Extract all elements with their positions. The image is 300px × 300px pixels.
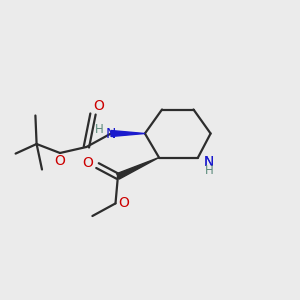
Text: H: H xyxy=(204,164,213,177)
Text: O: O xyxy=(118,196,129,210)
Text: N: N xyxy=(105,127,116,141)
Text: O: O xyxy=(93,99,104,113)
Polygon shape xyxy=(111,130,145,136)
Text: H: H xyxy=(95,123,104,136)
Polygon shape xyxy=(117,158,159,179)
Text: N: N xyxy=(204,155,214,169)
Text: O: O xyxy=(82,156,93,170)
Text: N: N xyxy=(204,155,214,169)
Text: O: O xyxy=(55,154,65,168)
